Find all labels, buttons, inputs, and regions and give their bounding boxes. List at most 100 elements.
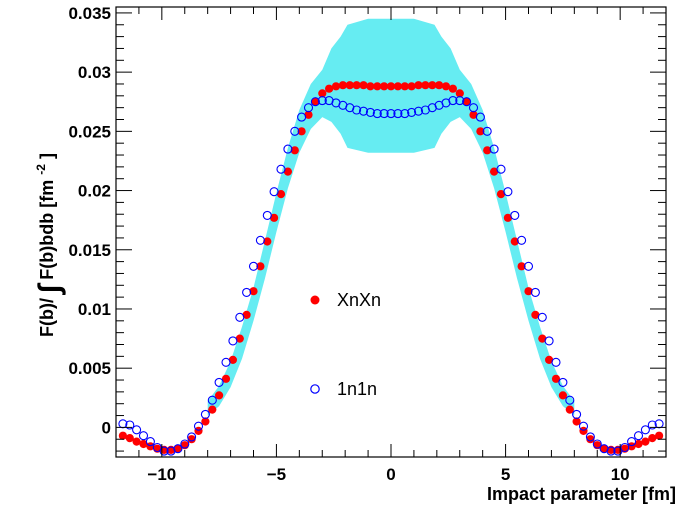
data-point <box>215 391 224 400</box>
data-point <box>517 235 527 245</box>
data-point <box>221 357 231 367</box>
data-point <box>304 110 313 119</box>
data-point <box>208 405 217 414</box>
data-point <box>310 97 320 107</box>
data-point <box>132 437 141 446</box>
data-point <box>325 84 334 93</box>
data-point <box>633 431 644 441</box>
data-point <box>572 417 581 426</box>
y-tick-label: 0.01 <box>78 300 111 319</box>
data-point <box>531 310 540 319</box>
data-point <box>537 312 547 322</box>
data-point <box>386 109 396 119</box>
data-point <box>125 434 134 443</box>
y-tick-label: 0 <box>102 418 111 437</box>
data-point <box>523 261 534 271</box>
data-point <box>324 96 334 106</box>
data-point <box>655 431 664 440</box>
data-point <box>448 96 458 106</box>
data-point <box>503 213 512 222</box>
x-tick-label: 5 <box>501 465 510 484</box>
data-point <box>600 444 609 453</box>
data-point <box>483 146 492 155</box>
data-point <box>138 431 149 441</box>
data-point <box>146 442 155 451</box>
data-point <box>468 103 479 113</box>
y-tick-label: 0.03 <box>78 63 111 82</box>
data-point <box>530 287 540 297</box>
data-point <box>620 442 630 453</box>
data-point <box>290 126 300 136</box>
data-point <box>510 210 520 220</box>
uncertainty-band-area <box>207 18 575 416</box>
data-point <box>490 167 499 176</box>
data-point <box>166 446 176 456</box>
data-point <box>551 374 561 383</box>
series-1n1n <box>118 96 664 456</box>
data-point <box>269 187 279 197</box>
y-tick-label: 0.025 <box>68 122 111 141</box>
data-point <box>372 109 382 119</box>
data-point <box>386 82 396 91</box>
legend-label-1n1n: 1n1n <box>337 379 377 399</box>
data-point <box>317 96 327 106</box>
svg-text:F(b)/ ∫ F(b)bdb [f: F(b)/ ∫ F(b)bdb [fm -2 ] <box>29 153 66 337</box>
data-point <box>132 425 142 435</box>
data-point <box>510 237 519 246</box>
data-point <box>524 287 533 296</box>
data-point <box>152 442 162 453</box>
data-point <box>283 144 293 154</box>
data-point <box>469 110 478 119</box>
data-point <box>634 439 643 449</box>
y-tick-label: 0.005 <box>68 359 111 378</box>
data-point <box>414 81 423 90</box>
y-axis-title-close: ] <box>37 153 57 159</box>
data-point <box>462 97 471 106</box>
legend-item-xnxn: XnXn <box>310 290 381 310</box>
data-point <box>393 82 402 91</box>
data-point <box>228 355 237 364</box>
data-point <box>352 81 361 90</box>
data-point <box>435 81 444 90</box>
data-point <box>565 395 575 405</box>
data-point <box>448 84 457 93</box>
data-point <box>242 287 252 297</box>
data-point <box>462 97 472 107</box>
data-point <box>496 164 506 174</box>
data-point <box>413 106 424 116</box>
data-point <box>379 109 389 119</box>
data-point <box>640 425 650 435</box>
data-point <box>180 439 190 449</box>
data-point <box>249 287 258 296</box>
data-point <box>558 391 568 400</box>
data-point <box>318 89 327 98</box>
data-point <box>455 96 465 106</box>
data-point <box>262 210 272 220</box>
data-point <box>613 446 623 456</box>
data-point <box>586 435 595 444</box>
data-point <box>551 357 561 367</box>
data-point <box>352 105 362 115</box>
data-point <box>627 442 636 451</box>
legend-label-xnxn: XnXn <box>337 290 381 310</box>
data-point <box>228 336 238 346</box>
data-point <box>139 439 148 449</box>
data-point <box>290 146 299 155</box>
x-axis-title: Impact parameter [fm] <box>487 484 676 504</box>
legend-marker-1n1n <box>310 384 320 394</box>
data-point <box>276 164 286 174</box>
data-point <box>496 190 506 199</box>
data-point <box>159 446 169 456</box>
data-point <box>256 262 265 271</box>
data-point <box>276 190 286 199</box>
data-point <box>221 374 231 383</box>
y-axis-title-exponent: -2 <box>34 164 48 175</box>
legend: XnXn 1n1n <box>310 290 381 399</box>
data-point <box>407 107 417 117</box>
data-point <box>297 112 307 122</box>
data-point <box>538 334 547 343</box>
data-point <box>207 395 217 405</box>
data-point <box>214 377 224 387</box>
data-point <box>407 82 416 91</box>
